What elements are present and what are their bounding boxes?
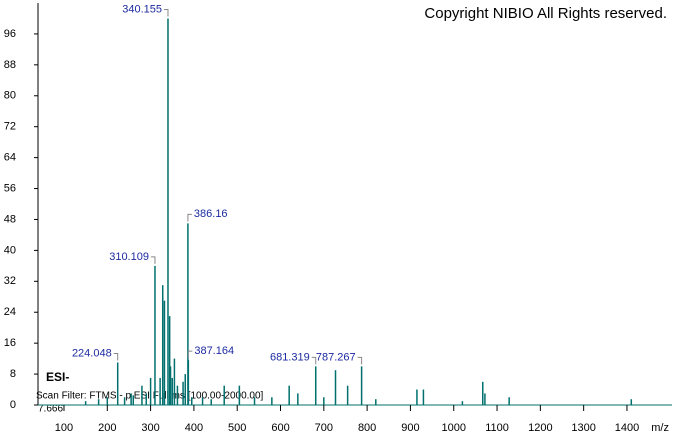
ionization-label: ESI- (46, 370, 69, 384)
y-tick-label: 8 (10, 368, 16, 380)
label-leader (187, 213, 192, 222)
x-tick-label: 1200 (528, 422, 552, 434)
label-leader (187, 350, 193, 359)
peak-label: 340.155 (122, 3, 162, 15)
retention-time: 7.666 (38, 404, 63, 415)
label-leader (357, 356, 363, 365)
y-tick-label: 56 (4, 182, 16, 194)
label-leader (113, 352, 119, 361)
y-tick-label: 32 (4, 275, 16, 287)
y-tick-label: 64 (4, 152, 16, 164)
x-tick-label: 1300 (571, 422, 595, 434)
chart-title: Copyright NIBIO All Rights reserved. (424, 5, 667, 22)
x-tick-label: 1000 (441, 422, 465, 434)
x-axis-label: m/z (651, 422, 669, 434)
peak-label: 787.267 (316, 351, 356, 363)
label-leader (311, 356, 317, 365)
label-leader (163, 8, 169, 17)
scan-filter: Scan Filter: FTMS - p ESI Full ms [100.0… (36, 391, 264, 402)
x-tick-label: 200 (98, 422, 116, 434)
x-tick-label: 600 (271, 422, 289, 434)
peak-label: 681.319 (270, 351, 310, 363)
peak-label: 310.109 (109, 251, 149, 263)
x-tick-label: 800 (358, 422, 376, 434)
x-tick-label: 400 (185, 422, 203, 434)
x-tick-label: 1100 (485, 422, 509, 434)
peak-label: 224.048 (72, 347, 112, 359)
y-tick-label: 16 (4, 337, 16, 349)
label-leader (150, 256, 156, 264)
x-tick-label: 300 (141, 422, 159, 434)
peak-label: 386.16 (194, 208, 228, 220)
y-tick-label: 72 (4, 121, 16, 133)
peak-label: 387.164 (194, 345, 234, 357)
y-tick-label: 48 (4, 213, 16, 225)
x-tick-label: 100 (55, 422, 73, 434)
x-tick-label: 700 (315, 422, 333, 434)
y-tick-label: 80 (4, 90, 16, 102)
y-tick-label: 24 (4, 306, 16, 318)
y-tick-label: 88 (4, 59, 16, 71)
y-tick-label: 0 (10, 399, 16, 411)
y-tick-label: 40 (4, 244, 16, 256)
y-tick-label: 96 (4, 28, 16, 40)
x-tick-label: 500 (228, 422, 246, 434)
x-tick-label: 900 (401, 422, 419, 434)
x-tick-label: 1400 (615, 422, 639, 434)
